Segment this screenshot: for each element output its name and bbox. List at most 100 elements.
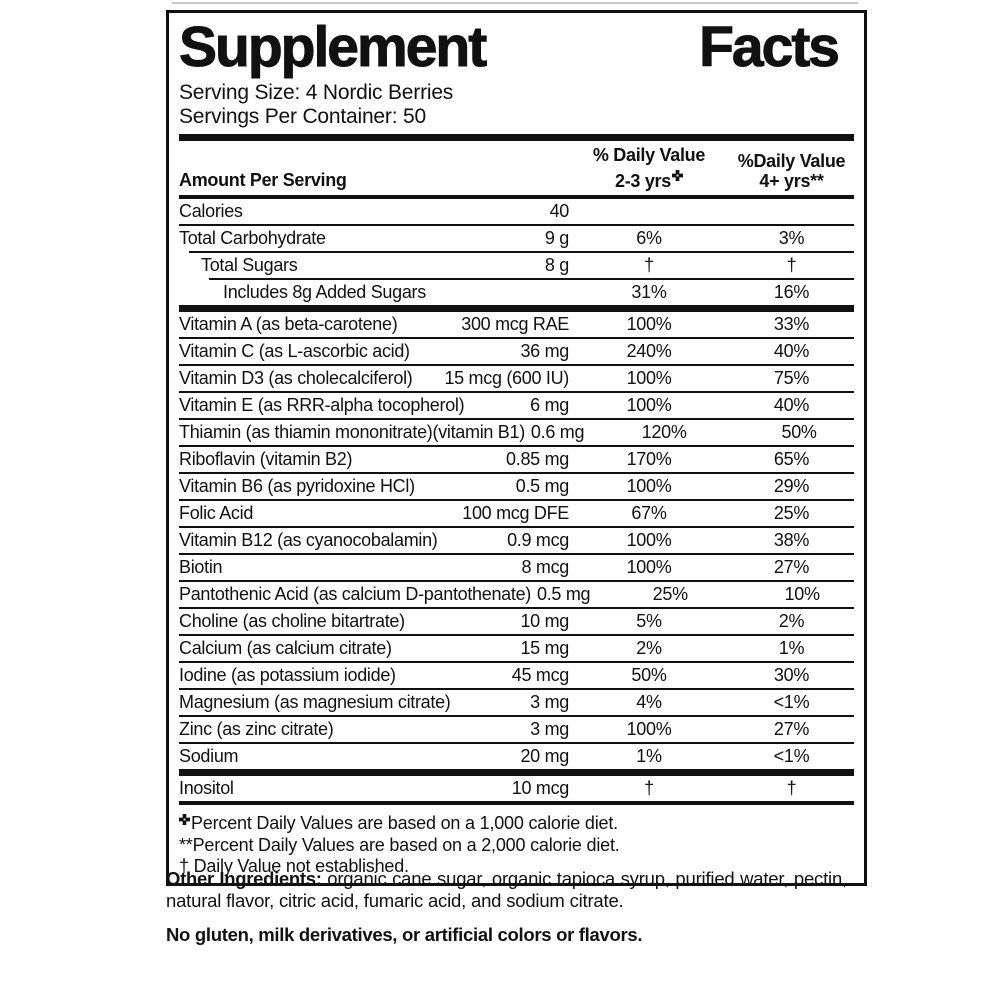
nutrient-amount: 20 mg bbox=[520, 746, 569, 766]
dv-4plus: 25% bbox=[773, 503, 810, 523]
nutrient-amount: 0.85 mg bbox=[506, 449, 569, 469]
nutrient-name: Vitamin D3 (as cholecalciferol) bbox=[179, 368, 413, 388]
dv-2-3yrs: 100% bbox=[626, 557, 672, 577]
table-header-row: Amount Per Serving % Daily Value 2-3 yrs… bbox=[179, 141, 854, 195]
servings-per-container: Servings Per Container: 50 bbox=[179, 105, 426, 128]
table-row: Thiamin (as thiamin mononitrate)(vitamin… bbox=[179, 418, 854, 445]
dv-2-3yrs: 31% bbox=[631, 282, 667, 302]
dv-4plus: 50% bbox=[781, 422, 817, 442]
dv-4plus: 2% bbox=[778, 611, 805, 631]
dv-2-3yrs: † bbox=[644, 778, 654, 798]
dv-4plus: 33% bbox=[773, 314, 810, 334]
dv-2-3yrs: 100% bbox=[626, 530, 672, 550]
table-row: Vitamin D3 (as cholecalciferol) 15 mcg (6… bbox=[179, 364, 854, 391]
nutrient-amount: 6 mg bbox=[530, 395, 569, 415]
nutrient-name: Inositol bbox=[179, 778, 234, 798]
nutrient-name: Calories bbox=[179, 201, 243, 221]
table-row-inositol: Inositol 10 mcg † † bbox=[179, 776, 854, 801]
table-row: Includes 8g Added Sugars 31% 16% bbox=[179, 280, 854, 305]
table-row: Pantothenic Acid (as calcium D-pantothen… bbox=[179, 580, 854, 607]
divider-medium bbox=[179, 801, 854, 805]
nutrient-amount: 8 mcg bbox=[521, 557, 569, 577]
dv-4plus: 40% bbox=[773, 341, 810, 361]
nutrient-amount: 15 mg bbox=[520, 638, 569, 658]
nutrient-amount: 300 mcg RAE bbox=[461, 314, 569, 334]
footnote-1000-calorie: Percent Daily Values are based on a 1,00… bbox=[179, 809, 854, 835]
supplement-facts-panel: Supplement Facts Serving Size: 4 Nordic … bbox=[166, 10, 867, 886]
table-row: Riboflavin (vitamin B2) 0.85 mg 170% 65% bbox=[179, 445, 854, 472]
dv-4plus: 27% bbox=[773, 719, 810, 739]
nutrient-name: Biotin bbox=[179, 557, 223, 577]
dv-4plus: 10% bbox=[784, 584, 820, 604]
nutrient-name: Choline (as choline bitartrate) bbox=[179, 611, 405, 631]
nutrient-amount: 10 mcg bbox=[511, 778, 570, 798]
table-row: Total Sugars 8 g † † bbox=[179, 253, 854, 278]
nutrient-amount: 0.5 mg bbox=[515, 476, 570, 496]
table-row: Sodium 20 mg 1% <1% bbox=[179, 742, 854, 769]
dv-2-3yrs: 4% bbox=[636, 692, 662, 712]
footnotes: Percent Daily Values are based on a 1,00… bbox=[179, 805, 854, 881]
nutrient-amount: 0.6 mg bbox=[530, 422, 585, 442]
nutrient-amount: 100 mcg DFE bbox=[462, 503, 569, 523]
nutrient-name: Thiamin (as thiamin mononitrate)(vitamin… bbox=[179, 422, 525, 442]
title-word-supplement: Supplement bbox=[178, 15, 487, 79]
nutrient-amount: 8 g bbox=[544, 255, 569, 275]
dv-2-3yrs: 100% bbox=[626, 314, 672, 334]
footnote-2000-calorie: **Percent Daily Values are based on a 2,… bbox=[179, 834, 620, 855]
nutrient-name: Vitamin B12 (as cyanocobalamin) bbox=[179, 530, 438, 550]
header-daily-value-2-3yrs: % Daily Value 2-3 yrs bbox=[569, 145, 729, 191]
nutrient-amount: 0.9 mcg bbox=[507, 530, 569, 550]
header-dv1-line1: % Daily Value bbox=[592, 145, 706, 165]
table-row: Magnesium (as magnesium citrate) 3 mg 4% … bbox=[179, 688, 854, 715]
dv-2-3yrs: 50% bbox=[631, 665, 667, 685]
table-row: Total Carbohydrate 9 g 6% 3% bbox=[179, 224, 854, 251]
dv-2-3yrs: 100% bbox=[626, 368, 672, 388]
table-row: Vitamin B12 (as cyanocobalamin) 0.9 mcg 1… bbox=[179, 526, 854, 553]
four-square-cross-icon bbox=[671, 165, 683, 185]
nutrient-amount bbox=[426, 282, 569, 303]
table-row: Vitamin E (as RRR-alpha tocopherol) 6 mg … bbox=[179, 391, 854, 418]
nutrient-amount: 9 g bbox=[544, 228, 569, 248]
nutrient-name: Iodine (as potassium iodide) bbox=[179, 665, 396, 685]
other-ingredients-label: Other Ingredients: bbox=[166, 868, 322, 889]
divider-thin-indented bbox=[189, 251, 854, 253]
nutrient-amount: 45 mcg bbox=[511, 665, 570, 685]
dv-4plus: 3% bbox=[778, 228, 805, 248]
nutrient-name: Pantothenic Acid (as calcium D-pantothen… bbox=[179, 584, 532, 604]
scan-artifact-line bbox=[172, 2, 858, 4]
nutrient-amount: 40 bbox=[549, 201, 570, 221]
dv-4plus: 75% bbox=[773, 368, 810, 388]
dv-2-3yrs: 170% bbox=[626, 449, 672, 469]
divider-thick bbox=[179, 769, 854, 776]
table-row: Biotin 8 mcg 100% 27% bbox=[179, 553, 854, 580]
dv-4plus: <1% bbox=[773, 746, 810, 766]
four-square-cross-icon bbox=[179, 809, 190, 831]
header-amount-per-serving: Amount Per Serving bbox=[179, 170, 347, 190]
table-row: Vitamin C (as L-ascorbic acid) 36 mg 240%… bbox=[179, 337, 854, 364]
nutrient-name: Magnesium (as magnesium citrate) bbox=[179, 692, 451, 712]
dv-4plus: <1% bbox=[773, 692, 810, 712]
dv-2-3yrs: 120% bbox=[641, 422, 687, 442]
nutrient-name: Vitamin E (as RRR-alpha tocopherol) bbox=[179, 395, 465, 415]
dv-4plus: 65% bbox=[773, 449, 810, 469]
dv-2-3yrs: 100% bbox=[626, 719, 672, 739]
table-row: Vitamin B6 (as pyridoxine HCl) 0.5 mg 100… bbox=[179, 472, 854, 499]
divider-thick bbox=[179, 134, 854, 141]
table-row: Choline (as choline bitartrate) 10 mg 5% … bbox=[179, 607, 854, 634]
footnote-dagger: † Daily Value not established. bbox=[179, 856, 409, 876]
nutrient-amount: 10 mg bbox=[520, 611, 569, 631]
header-dv1-line2: 2-3 yrs bbox=[569, 165, 729, 191]
dv-2-3yrs: 2% bbox=[636, 638, 662, 658]
nutrient-amount: 36 mg bbox=[520, 341, 569, 361]
divider-thick bbox=[179, 305, 854, 312]
header-dv2-line2: 4+ yrs** bbox=[759, 171, 824, 191]
nutrient-name: Total Sugars bbox=[201, 255, 298, 275]
nutrient-name: Folic Acid bbox=[179, 503, 254, 523]
other-ingredients-text: organic cane sugar, organic tapioca syru… bbox=[166, 868, 847, 911]
dv-2-3yrs: † bbox=[644, 255, 654, 275]
dv-2-3yrs: 100% bbox=[626, 476, 672, 496]
nutrient-name: Vitamin C (as L-ascorbic acid) bbox=[179, 341, 410, 361]
table-row: Vitamin A (as beta-carotene) 300 mcg RAE … bbox=[179, 312, 854, 337]
dv-4plus: 30% bbox=[773, 665, 810, 685]
below-panel-text: Other Ingredients: organic cane sugar, o… bbox=[166, 868, 847, 946]
